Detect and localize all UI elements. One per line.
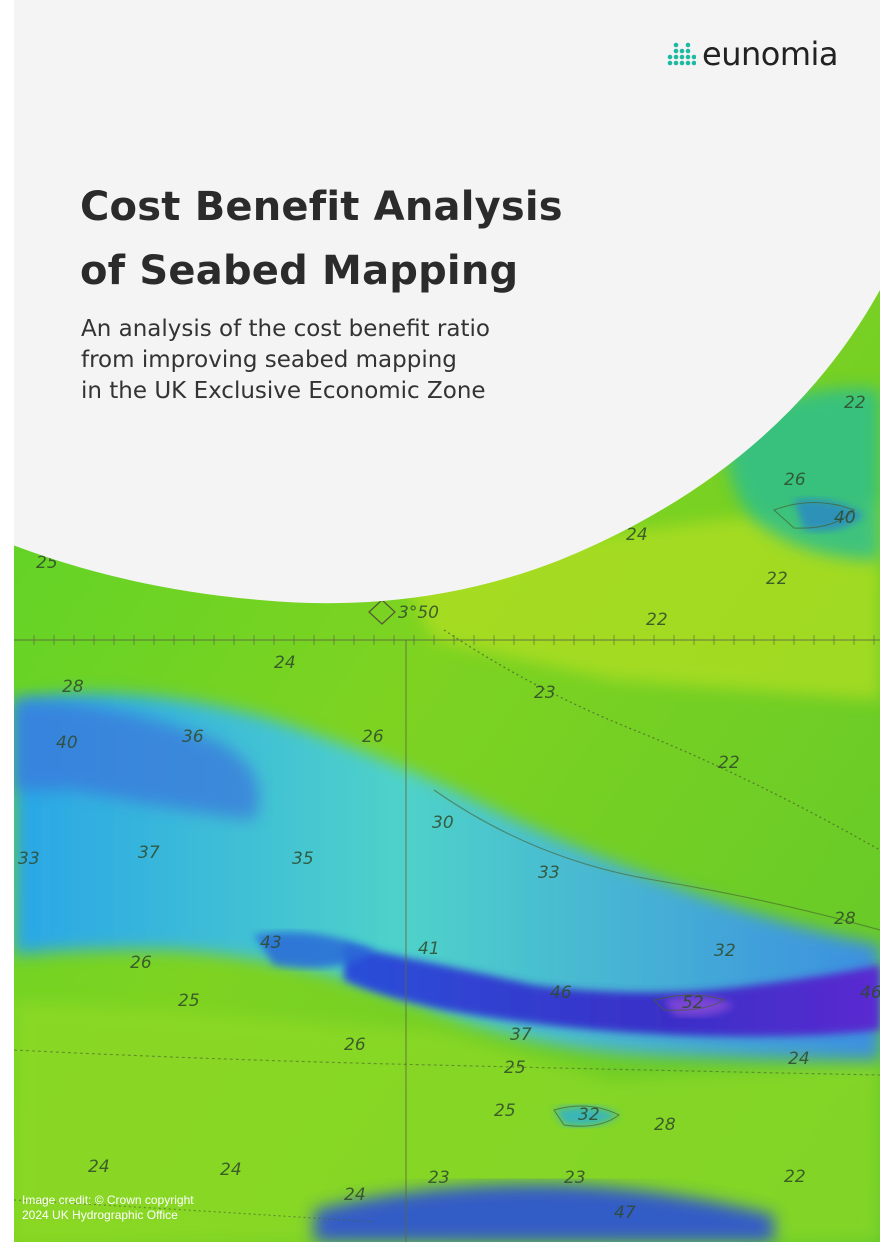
svg-text:26: 26 <box>784 470 806 490</box>
svg-text:24: 24 <box>88 1157 110 1177</box>
svg-text:22: 22 <box>718 753 740 773</box>
svg-text:26: 26 <box>362 727 384 747</box>
svg-text:24: 24 <box>344 1185 366 1205</box>
report-title: Cost Benefit Analysis of Seabed Mapping <box>80 175 720 303</box>
svg-text:35: 35 <box>292 849 314 869</box>
svg-text:25: 25 <box>178 991 200 1011</box>
svg-text:32: 32 <box>714 941 736 961</box>
svg-text:22: 22 <box>844 393 866 413</box>
svg-text:26: 26 <box>344 1035 366 1055</box>
eunomia-dot-grid-icon <box>667 42 696 66</box>
svg-text:28: 28 <box>834 909 856 929</box>
svg-text:36: 36 <box>182 727 204 747</box>
svg-text:24: 24 <box>274 653 296 673</box>
svg-text:46: 46 <box>860 983 880 1003</box>
svg-text:37: 37 <box>138 843 160 863</box>
svg-text:28: 28 <box>654 1115 676 1135</box>
svg-text:25: 25 <box>494 1101 516 1121</box>
svg-text:23: 23 <box>564 1168 586 1188</box>
subtitle-line-1: An analysis of the cost benefit ratio <box>81 316 490 342</box>
brand-name: eunomia <box>702 35 839 73</box>
svg-text:33: 33 <box>538 863 560 883</box>
svg-text:33: 33 <box>18 849 40 869</box>
image-credit: Image credit: © Crown copyright 2024 UK … <box>22 1193 322 1223</box>
svg-text:3°50: 3°50 <box>398 603 439 623</box>
svg-text:52: 52 <box>682 993 704 1013</box>
svg-text:23: 23 <box>428 1168 450 1188</box>
svg-text:24: 24 <box>788 1049 810 1069</box>
svg-text:43: 43 <box>260 933 282 953</box>
svg-text:37: 37 <box>510 1025 532 1045</box>
title-line-2: of Seabed Mapping <box>80 248 519 294</box>
report-subtitle: An analysis of the cost benefit ratio fr… <box>81 314 641 407</box>
svg-text:22: 22 <box>646 610 668 630</box>
svg-text:22: 22 <box>766 569 788 589</box>
svg-text:22: 22 <box>784 1167 806 1187</box>
svg-text:40: 40 <box>56 733 78 753</box>
eunomia-logo: eunomia <box>666 35 839 73</box>
subtitle-line-2: from improving seabed mapping <box>81 347 457 373</box>
svg-text:23: 23 <box>534 683 556 703</box>
title-line-1: Cost Benefit Analysis <box>80 184 563 230</box>
svg-text:47: 47 <box>614 1203 636 1223</box>
credit-line-2: 2024 UK Hydrographic Office <box>22 1208 178 1222</box>
svg-text:32: 32 <box>578 1105 600 1125</box>
svg-text:26: 26 <box>130 953 152 973</box>
svg-text:24: 24 <box>626 525 648 545</box>
svg-text:28: 28 <box>62 677 84 697</box>
credit-line-1: Image credit: © Crown copyright <box>22 1193 194 1207</box>
svg-text:41: 41 <box>418 939 440 959</box>
svg-text:30: 30 <box>432 813 454 833</box>
svg-text:40: 40 <box>834 508 856 528</box>
subtitle-line-3: in the UK Exclusive Economic Zone <box>81 378 486 404</box>
svg-text:24: 24 <box>220 1160 242 1180</box>
svg-text:25: 25 <box>504 1058 526 1078</box>
svg-text:46: 46 <box>550 983 572 1003</box>
